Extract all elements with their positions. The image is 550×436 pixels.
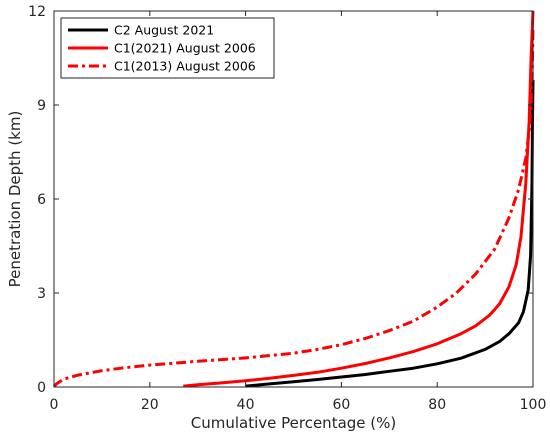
series-line-c1-2013 [52,26,535,388]
y-axis-label: Penetration Depth (km) [6,111,24,288]
series-line-c1-2021 [183,10,535,388]
x-axis-label: Cumulative Percentage (%) [191,414,397,432]
x-tick-label: 60 [332,397,350,413]
series-layer [52,10,535,388]
x-tick-label: 20 [141,397,159,413]
legend-label-c2-2021: C2 August 2021 [114,23,214,38]
y-tick-label: 12 [28,4,46,20]
x-tick-label: 0 [50,397,59,413]
x-tick-label: 100 [520,397,547,413]
legend: C2 August 2021 C1(2021) August 2006 C1(2… [60,17,275,79]
y-tick-label: 3 [37,286,46,302]
x-tick-label: 40 [237,397,255,413]
series-line-c2-2021 [245,79,535,388]
y-axis: 0 3 6 9 12 [28,4,533,396]
x-axis: 0 20 40 60 80 100 [50,11,547,413]
y-tick-label: 9 [37,98,46,114]
y-tick-label: 0 [37,380,46,396]
legend-label-c1-2021: C1(2021) August 2006 [114,41,256,56]
y-tick-label: 6 [37,192,46,208]
x-tick-label: 80 [428,397,446,413]
legend-label-c1-2013: C1(2013) August 2006 [114,59,256,74]
